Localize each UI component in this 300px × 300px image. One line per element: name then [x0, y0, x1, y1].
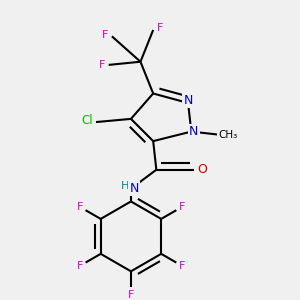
Text: F: F	[102, 30, 108, 40]
Text: N: N	[183, 94, 193, 107]
Text: CH₃: CH₃	[218, 130, 237, 140]
Text: F: F	[157, 23, 163, 33]
Text: F: F	[77, 202, 83, 212]
Text: N: N	[129, 182, 139, 195]
Text: F: F	[98, 60, 105, 70]
Text: O: O	[197, 163, 207, 176]
Text: Cl: Cl	[81, 114, 93, 127]
Text: F: F	[178, 261, 185, 271]
Text: F: F	[178, 202, 185, 212]
Text: H: H	[121, 181, 129, 191]
Text: N: N	[189, 125, 199, 138]
Text: F: F	[77, 261, 83, 271]
Text: F: F	[128, 290, 134, 300]
